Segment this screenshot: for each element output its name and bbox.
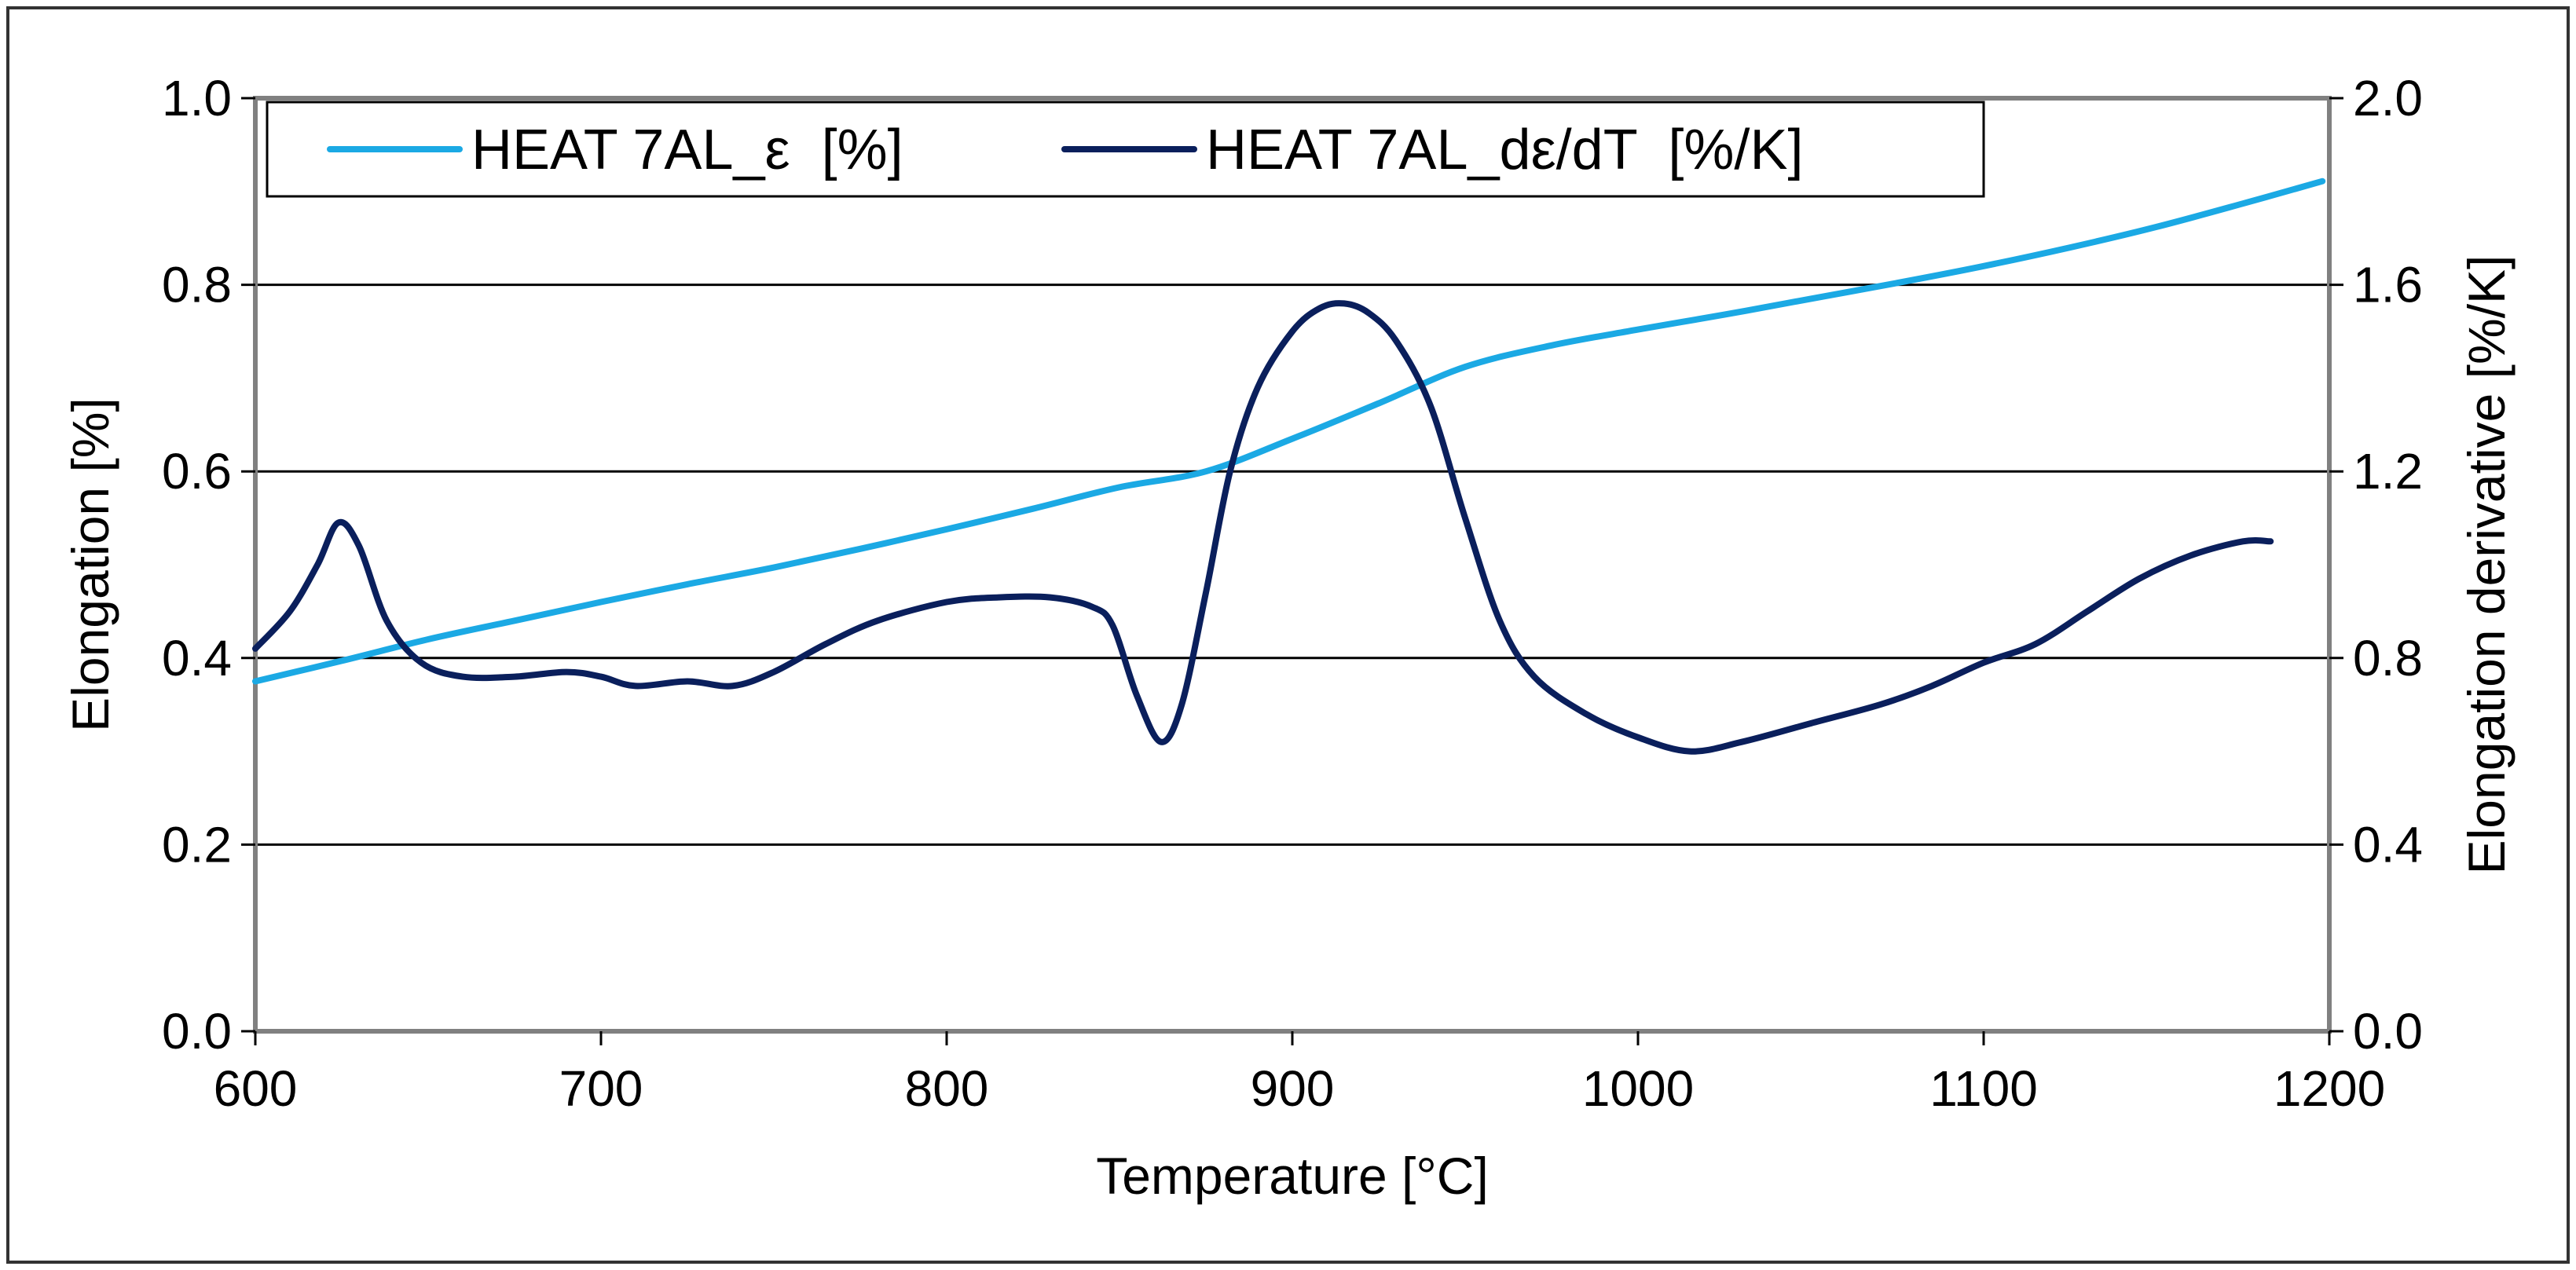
y-right-tick-label: 1.6 (2353, 257, 2423, 313)
y-right-tick-label: 2.0 (2353, 70, 2423, 126)
axis-ticks (241, 97, 2343, 1045)
x-tick-label: 1100 (1929, 1060, 2038, 1117)
y-left-tick-label: 0.4 (162, 630, 232, 686)
y-left-tick-labels: 0.0 0.2 0.4 0.6 0.8 1.0 (162, 70, 232, 1060)
x-tick-label: 900 (1251, 1060, 1335, 1117)
y-left-tick-label: 0.6 (162, 443, 232, 500)
legend-label-elongation: HEAT 7AL_ε [%] (471, 119, 903, 181)
series-layer (252, 178, 2326, 755)
y-left-tick-label: 0.0 (162, 1003, 232, 1060)
x-tick-label: 800 (905, 1060, 989, 1117)
x-tick-label: 600 (214, 1060, 298, 1117)
y-left-tick-label: 0.2 (162, 816, 232, 873)
y-right-tick-label: 0.8 (2353, 630, 2423, 686)
y-left-axis-title: Elongation [%] (61, 397, 119, 732)
legend-label-derivative: HEAT 7AL_dε/dT [%/K] (1206, 119, 1803, 181)
y-right-tick-label: 0.0 (2353, 1003, 2423, 1060)
series-line-elongation (252, 178, 2326, 685)
legend: HEAT 7AL_ε [%] HEAT 7AL_dε/dT [%/K] (266, 101, 1985, 198)
y-left-tick-label: 0.8 (162, 257, 232, 313)
x-tick-label: 1200 (2274, 1060, 2385, 1117)
y-right-tick-label: 1.2 (2353, 443, 2423, 500)
x-tick-labels: 600 700 800 900 1000 1100 1200 (214, 1060, 2386, 1117)
y-right-tick-labels: 0.0 0.4 0.8 1.2 1.6 2.0 (2353, 70, 2423, 1060)
x-tick-label: 1000 (1582, 1060, 1694, 1117)
y-right-tick-label: 0.4 (2353, 816, 2423, 873)
x-axis-title: Temperature [°C] (1096, 1147, 1489, 1205)
y-right-axis-title: Elongation derivative [%/K] (2457, 255, 2516, 875)
y-left-tick-label: 1.0 (162, 70, 232, 126)
x-tick-label: 700 (559, 1060, 643, 1117)
series-line-derivative (252, 300, 2274, 755)
